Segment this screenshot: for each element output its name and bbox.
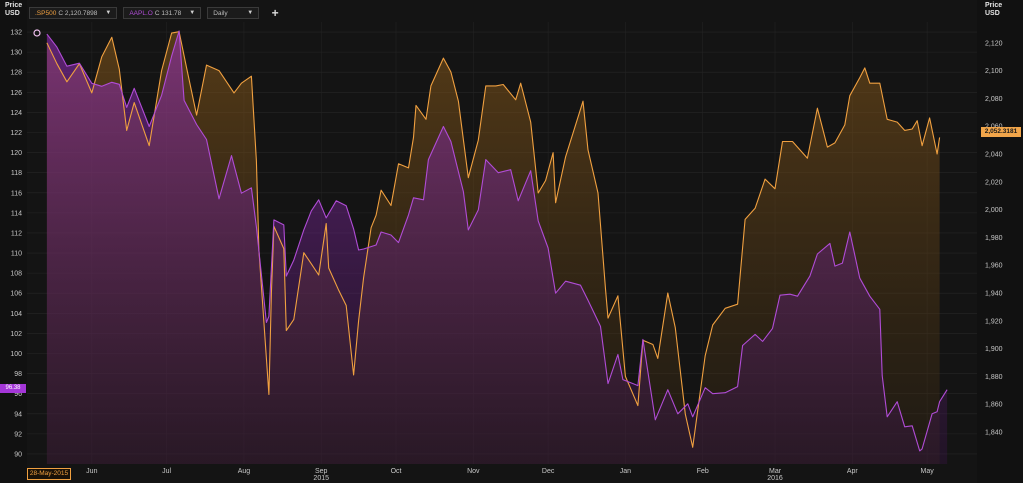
- right-tick-label: 1,880: [985, 374, 1003, 381]
- x-tick-label: Nov: [467, 468, 480, 475]
- symbol-aapl-close-label: C: [154, 9, 160, 17]
- symbol-selector-aapl[interactable]: AAPL.O C 131.78 ▼: [123, 7, 202, 19]
- series-lines: [46, 30, 948, 452]
- x-tick-label: Sep: [315, 468, 328, 475]
- x-axis: Jun Jul Aug Sep Oct Nov Dec Jan Feb Mar Apr May 2015…: [86, 468, 934, 482]
- left-tick-label: 118: [11, 170, 22, 177]
- symbol-aapl-close-value: 131.78: [161, 9, 182, 17]
- right-tick-label: 1,860: [985, 402, 1003, 409]
- right-tick-label: 2,020: [985, 179, 1003, 186]
- left-tick-label: 98: [14, 371, 22, 378]
- left-tick-label: 102: [10, 331, 22, 338]
- symbol-aapl-name: AAPL.O: [129, 9, 153, 17]
- chevron-down-icon: ▼: [105, 10, 112, 16]
- left-tick-label: 122: [10, 130, 22, 137]
- left-tick-label: 104: [10, 311, 22, 318]
- symbol-sp500-close-label: C: [58, 9, 64, 17]
- x-tick-label: Dec: [542, 468, 555, 475]
- x-tick-label: Jan: [620, 468, 631, 475]
- right-tick-label: 1,920: [985, 318, 1003, 325]
- aapl-series-line: [46, 30, 948, 452]
- left-tick-label: 124: [10, 110, 22, 117]
- left-tick-label: 94: [14, 411, 22, 418]
- x-year-label: 2016: [767, 475, 783, 482]
- chevron-down-icon: ▼: [247, 10, 254, 16]
- chart-toolbar: .SP500 C 2,120.7898 ▼ AAPL.O C 131.78 ▼ …: [29, 6, 281, 20]
- symbol-selector-sp500[interactable]: .SP500 C 2,120.7898 ▼: [29, 7, 118, 19]
- aapl-last-price-badge: 96.38: [0, 384, 26, 393]
- left-tick-label: 130: [10, 50, 22, 57]
- x-tick-label: May: [921, 468, 935, 475]
- x-year-label: 2015: [313, 475, 329, 482]
- left-tick-label: 116: [11, 190, 22, 197]
- chevron-down-icon: ▼: [189, 10, 196, 16]
- left-tick-label: 112: [11, 230, 22, 237]
- right-tick-label: 2,080: [985, 96, 1003, 103]
- x-tick-label: Jun: [86, 468, 97, 475]
- x-tick-label: Oct: [391, 468, 402, 475]
- x-tick-label: Aug: [238, 468, 251, 475]
- x-tick-label: Jul: [162, 468, 171, 475]
- sp500-last-price-badge: 2,052.3181: [981, 127, 1021, 137]
- aapl-area: [46, 31, 948, 464]
- add-symbol-button[interactable]: +: [271, 6, 279, 20]
- right-tick-label: 2,040: [985, 152, 1003, 159]
- right-tick-label: 1,980: [985, 235, 1003, 242]
- right-tick-label: 1,960: [985, 263, 1003, 270]
- left-tick-label: 120: [10, 150, 22, 157]
- right-tick-label: 1,840: [985, 430, 1003, 437]
- left-tick-label: 92: [14, 431, 22, 438]
- right-tick-label: 2,000: [985, 207, 1003, 214]
- right-axis-label-line2: USD: [985, 10, 1000, 17]
- left-tick-label: 132: [10, 30, 22, 37]
- x-tick-label: Mar: [769, 468, 782, 475]
- left-tick-label: 100: [10, 351, 22, 358]
- left-tick-label: 126: [10, 90, 22, 97]
- left-tick-label: 96: [14, 391, 22, 398]
- left-tick-label: 114: [11, 210, 22, 217]
- left-axis: 90 92 94 96 98 100 102 104 106 108 110 112 114 116 118…: [10, 30, 22, 459]
- interval-selector[interactable]: Daily ▼: [207, 7, 260, 19]
- left-tick-label: 128: [10, 70, 22, 77]
- left-tick-label: 110: [11, 251, 22, 258]
- right-axis: 1,840 1,860 1,880 1,900 1,920 1,940 1,960 1,980…: [985, 40, 1003, 436]
- interval-label: Daily: [213, 9, 228, 17]
- right-tick-label: 1,940: [985, 291, 1003, 298]
- left-axis-label-line1: Price: [5, 2, 22, 9]
- symbol-sp500-close-value: 2,120.7898: [64, 9, 98, 17]
- start-marker: [33, 29, 41, 37]
- symbol-sp500-name: .SP500: [35, 9, 57, 17]
- left-tick-label: 106: [10, 291, 22, 298]
- x-tick-label: Apr: [847, 468, 859, 475]
- right-tick-label: 2,100: [985, 68, 1003, 75]
- sp500-series-line: [46, 31, 941, 448]
- right-axis-label-line1: Price: [985, 2, 1002, 9]
- left-tick-label: 108: [10, 271, 22, 278]
- left-axis-label-line2: USD: [5, 10, 20, 17]
- right-tick-label: 1,900: [985, 346, 1003, 353]
- left-tick-label: 90: [14, 451, 22, 458]
- x-tick-label: Feb: [697, 468, 709, 475]
- crosshair-date-badge: 28-May-2015: [27, 468, 71, 480]
- right-tick-label: 2,120: [985, 40, 1003, 47]
